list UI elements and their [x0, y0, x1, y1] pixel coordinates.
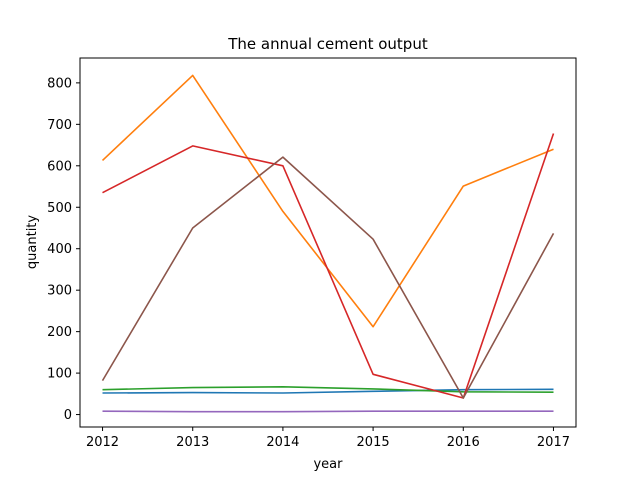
y-axis: 0 100 200 300 400 500 600 700 800: [47, 76, 80, 423]
y-tick-label: 500: [47, 201, 72, 216]
y-tick-label: 200: [47, 325, 72, 340]
series-line-5: [102, 410, 554, 413]
x-tick-label: 2015: [357, 435, 390, 450]
x-axis: 2012 2013 2014 2015 2016 2017: [86, 427, 570, 450]
y-tick-label: 800: [47, 76, 72, 91]
x-tick-label: 2016: [447, 435, 480, 450]
series-line-3: [102, 385, 554, 394]
plot-frame: [79, 57, 577, 428]
y-tick-label: 600: [47, 159, 72, 174]
y-tick-label: 700: [47, 118, 72, 133]
y-tick-label: 100: [47, 367, 72, 382]
x-axis-label: year: [313, 457, 343, 472]
y-axis-label: quantity: [25, 215, 40, 270]
x-tick-label: 2013: [176, 435, 209, 450]
x-tick-label: 2012: [86, 435, 119, 450]
chart-title: The annual cement output: [227, 35, 428, 53]
series-line-6: [101, 156, 555, 399]
series-line-2: [101, 74, 554, 328]
plot-area: [101, 74, 555, 413]
y-tick-label: 400: [47, 242, 72, 257]
y-tick-label: 300: [47, 284, 72, 299]
x-tick-label: 2014: [266, 435, 299, 450]
y-tick-label: 0: [64, 408, 72, 423]
series-line-1: [102, 388, 554, 394]
series-line-4: [102, 133, 555, 399]
x-tick-label: 2017: [537, 435, 570, 450]
